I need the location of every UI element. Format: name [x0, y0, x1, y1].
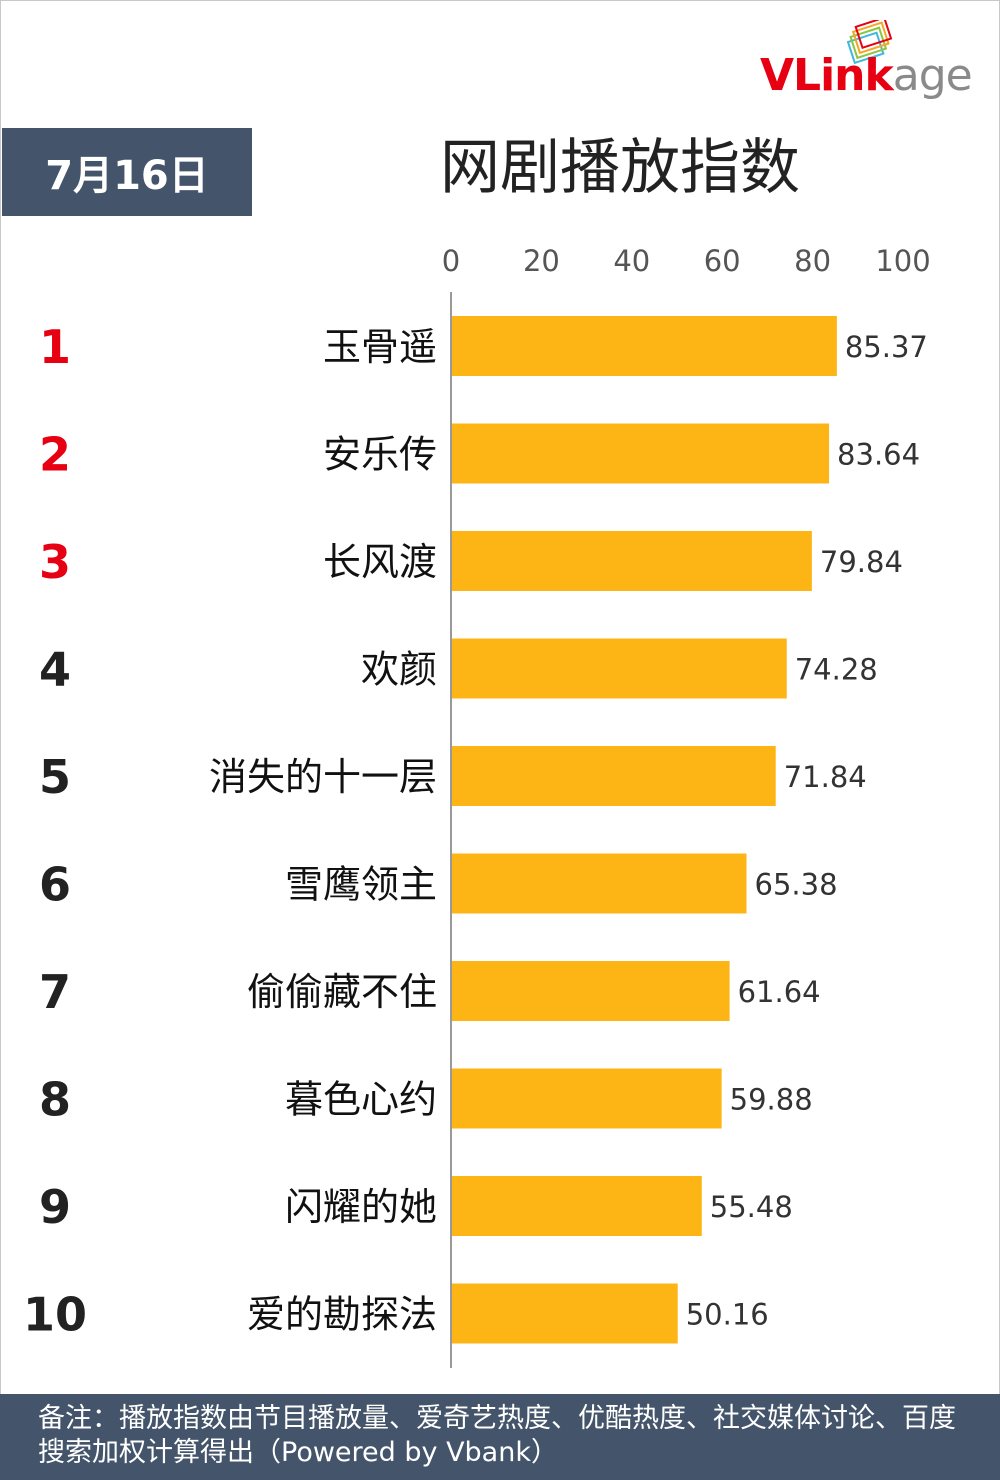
bar-chart: 0 20 40 60 80 100 85.37 玉骨遥 1 83.64 安乐传 2 79.84 长风渡 3 7…: [23, 244, 931, 1368]
bar: [451, 1176, 702, 1236]
category-label: 闪耀的她: [285, 1185, 437, 1229]
category-label: 长风渡: [323, 540, 437, 584]
rank-label: 7: [39, 965, 71, 1019]
value-label: 74.28: [795, 653, 878, 687]
x-tick-label: 20: [523, 244, 560, 278]
value-label: 79.84: [820, 545, 903, 579]
logo-cards-icon: [846, 20, 893, 65]
bar: [451, 423, 830, 484]
value-label: 59.88: [730, 1083, 813, 1117]
rank-label: 6: [39, 858, 71, 912]
rank-label: 5: [39, 750, 71, 804]
rank-label: 8: [39, 1073, 71, 1127]
footer-note-box: 备注：播放指数由节目播放量、爱奇艺热度、优酷热度、社交媒体讨论、百度搜索加权计算…: [0, 1394, 1000, 1480]
date-label: 7月16日: [45, 153, 209, 199]
category-label: 暮色心约: [285, 1078, 437, 1122]
rank-label: 1: [39, 320, 71, 374]
value-label: 85.37: [845, 330, 928, 364]
x-tick-label: 60: [704, 244, 741, 278]
category-label: 爱的勘探法: [247, 1293, 437, 1337]
bar: [451, 1068, 722, 1129]
value-label: 55.48: [710, 1190, 793, 1224]
logo-text-grey: age: [892, 50, 973, 101]
rank-label: 4: [39, 643, 71, 697]
bar: [451, 853, 747, 914]
value-label: 83.64: [837, 438, 920, 472]
category-label: 雪鹰领主: [285, 863, 437, 907]
rank-label: 2: [39, 428, 71, 482]
bar: [451, 638, 787, 699]
rank-label: 9: [39, 1180, 71, 1234]
bar: [451, 1283, 678, 1344]
category-label: 玉骨遥: [323, 325, 437, 369]
x-tick-label: 40: [613, 244, 650, 278]
value-label: 65.38: [755, 868, 838, 902]
bar: [451, 961, 730, 1021]
category-label: 安乐传: [323, 433, 437, 477]
rank-label: 10: [23, 1288, 87, 1342]
rank-label: 3: [39, 535, 71, 589]
x-tick-label: 0: [442, 244, 460, 278]
category-label: 消失的十一层: [209, 755, 437, 799]
x-tick-label: 80: [794, 244, 831, 278]
value-label: 50.16: [686, 1298, 769, 1332]
category-label: 偷偷藏不住: [247, 970, 437, 1014]
date-badge: 7月16日: [2, 128, 252, 216]
bar: [451, 316, 837, 376]
chart-title: 网剧播放指数: [440, 133, 800, 203]
x-tick-label: 100: [875, 244, 930, 278]
bar: [451, 531, 812, 591]
value-label: 61.64: [738, 975, 821, 1009]
value-label: 71.84: [784, 760, 867, 794]
bar: [451, 746, 776, 806]
vlinkage-logo: VLinkage: [760, 20, 992, 110]
footer-note: 备注：播放指数由节目播放量、爱奇艺热度、优酷热度、社交媒体讨论、百度搜索加权计算…: [38, 1403, 956, 1468]
logo-text-red: VLink: [760, 50, 894, 101]
logo-text: VLinkage: [760, 54, 973, 98]
category-label: 欢颜: [361, 648, 437, 692]
